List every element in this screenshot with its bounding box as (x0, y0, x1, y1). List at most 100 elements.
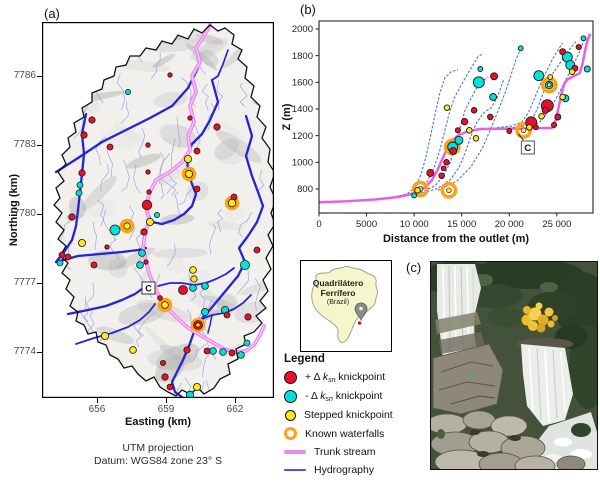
legend-item-label: Hydrography (314, 464, 375, 476)
waterfall-photo-art (431, 262, 597, 469)
stepped-knickpoint-marker (192, 382, 201, 391)
stepped-knickpoint-marker (101, 331, 110, 340)
river (207, 314, 213, 334)
plus-knickpoint-marker (145, 169, 151, 175)
plus-knickpoint-marker (193, 185, 201, 193)
river (54, 112, 88, 264)
plus-knickpoint-icon (284, 371, 297, 384)
plus-knickpoint-marker (64, 253, 72, 261)
stepped-knickpoint-marker (443, 104, 451, 111)
minus-knickpoint-marker (138, 249, 146, 257)
legend-item-label: Known waterfalls (305, 427, 385, 440)
plus-knickpoint-marker (104, 244, 110, 250)
plus-knickpoint-marker (470, 107, 478, 114)
river (189, 114, 265, 330)
legend-item-plus-knickpoint: + Δ ksn knickpoint (284, 371, 424, 384)
stepped-knickpoint-marker (546, 82, 552, 88)
y-tick-label: 2000 (292, 24, 313, 35)
plus-knickpoint-marker (140, 228, 148, 236)
stepped-knickpoint-marker (526, 124, 533, 131)
minus-knickpoint-marker (185, 390, 195, 398)
waterfall-marker (411, 180, 429, 198)
stepped-knickpoint-marker (190, 275, 198, 283)
plus-knickpoint-marker (143, 259, 149, 265)
profile-chart: C 0 5000 10 000 15 000 20 000 25 000 800 1000 120… (281, 20, 594, 245)
plus-knickpoint-marker (575, 43, 582, 51)
plus-knickpoint-marker (193, 147, 201, 155)
map-x-axis-title: Easting (km) (124, 416, 191, 428)
plus-knickpoint-marker (146, 189, 152, 195)
plus-knickpoint-marker (559, 48, 567, 56)
axis-tick-label: 7774 (13, 346, 36, 357)
plus-knickpoint-marker (487, 113, 494, 121)
plus-knickpoint-marker (454, 127, 461, 134)
stepped-knickpoint-marker (161, 301, 169, 309)
stepped-knickpoint-marker (195, 322, 201, 328)
x-tick-label: 5000 (356, 219, 377, 230)
minus-knickpoint-marker (56, 259, 64, 267)
axis-tick-label: 659 (157, 404, 175, 415)
plus-knickpoint-marker (223, 311, 231, 319)
plus-knickpoint-marker (440, 165, 447, 172)
stepped-knickpoint-marker (559, 93, 566, 101)
stepped-knickpoint-marker (183, 154, 192, 163)
minus-knickpoint-marker (125, 89, 132, 96)
river (211, 49, 229, 81)
chart-x-axis-title: Distance from the outlet (m) (383, 233, 529, 245)
plus-knickpoint-marker (490, 72, 499, 81)
stepped-knickpoint-marker (78, 238, 87, 247)
panel-c-label: (c) (406, 260, 422, 275)
minus-knickpoint-marker (583, 65, 591, 73)
minus-knickpoint-icon (284, 390, 297, 403)
minus-knickpoint-marker (200, 307, 209, 316)
minus-knickpoint-marker (109, 224, 121, 236)
minus-knickpoint-marker (239, 259, 250, 270)
stepped-knickpoint-icon (285, 409, 296, 421)
river (170, 330, 196, 398)
minus-knickpoint-marker (454, 135, 464, 145)
watershed-area (54, 25, 274, 396)
minus-knickpoint-marker (243, 339, 251, 347)
legend-item-label: + Δ ksn knickpoint (305, 371, 386, 384)
stepped-knickpoint-marker (123, 222, 131, 230)
minus-knickpoint-marker (75, 189, 83, 197)
plus-knickpoint-marker (253, 246, 261, 254)
x-tick-label: 25 000 (542, 219, 571, 230)
plus-knickpoint-marker (90, 261, 98, 269)
minus-knickpoint-marker (580, 35, 587, 42)
minus-knickpoint-marker (472, 76, 485, 89)
study-area-dot (357, 321, 362, 325)
plus-knickpoint-marker (438, 172, 445, 179)
y-tick-label: 1600 (292, 78, 313, 89)
stepped-knickpoint-marker (547, 74, 554, 80)
plus-knickpoint-marker (554, 113, 562, 121)
plus-knickpoint-marker (88, 116, 96, 124)
hydrography-icon (284, 469, 306, 471)
map-frame (42, 22, 274, 398)
plus-knickpoint-marker (161, 373, 169, 381)
axis-tick-label: 7777 (13, 277, 36, 288)
waterfall-ring-icon (284, 427, 297, 440)
river (66, 284, 148, 316)
y-tick-label: 1000 (292, 158, 313, 169)
plus-knickpoint-marker (178, 285, 188, 295)
river (54, 246, 148, 264)
map-legend: Legend + Δ ksn knickpoint - Δ ksn knickp… (284, 353, 424, 482)
minus-knickpoint-marker (136, 261, 144, 269)
pin-hole (359, 306, 363, 311)
y-tick-label: 1200 (292, 131, 313, 142)
plus-knickpoint-marker (68, 213, 76, 221)
minus-knickpoint-marker (237, 351, 245, 359)
plus-knickpoint-marker (166, 383, 174, 391)
legend-item-hydrography: Hydrography (284, 464, 424, 476)
stepped-knickpoint-marker (472, 135, 480, 142)
river (75, 303, 156, 345)
trunk-profile (318, 33, 592, 204)
plus-knickpoint-marker (78, 169, 86, 177)
brazil-inset-map: Quadrilátero Ferrífero (Brazil) (300, 260, 392, 352)
waterfall-marker (440, 181, 458, 199)
plus-knickpoint-marker (58, 251, 66, 259)
inset-region-line3: (Brazil) (326, 299, 350, 306)
axis-tick-label: 656 (88, 404, 106, 415)
x-tick-label: 10 000 (400, 219, 429, 230)
